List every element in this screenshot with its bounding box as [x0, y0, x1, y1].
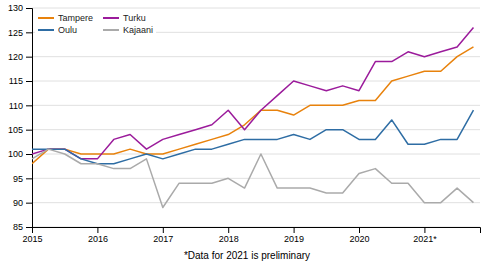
tick-label: 100 [8, 149, 23, 159]
tick-mark [26, 8, 32, 9]
tick-mark [294, 227, 295, 233]
tick: 2016 [88, 227, 108, 244]
footnote: *Data for 2021 is preliminary [184, 250, 310, 261]
tick: 2015 [22, 227, 42, 244]
tick-label: 2015 [22, 234, 42, 244]
tick-label: 2019 [284, 234, 304, 244]
tick: 2017 [153, 227, 173, 244]
tick-mark [26, 227, 32, 228]
tick-label: 120 [8, 52, 23, 62]
tick-label: 2016 [88, 234, 108, 244]
plot: 2015 2016 2017 2018 2019 2020 2021* 85 90 95 100 10… [8, 3, 481, 244]
legend-item: Kajaani [103, 25, 153, 35]
y-axis: 85 90 95 100 105 110 115 120 125 130 [8, 3, 33, 232]
tick: 2018 [219, 227, 239, 244]
tick: 130 [8, 3, 32, 13]
series-line [32, 110, 473, 164]
tick-mark [26, 81, 32, 82]
grid-line [32, 56, 480, 57]
legend-item: Tampere [38, 13, 93, 23]
tick-label: 115 [9, 76, 23, 86]
tick-label: 130 [8, 3, 23, 13]
legend-swatch [38, 29, 54, 31]
series-group [32, 27, 473, 207]
legend-item: Oulu [38, 25, 77, 35]
tick: 120 [8, 52, 32, 62]
tick-mark [163, 227, 164, 233]
tick-label: 2018 [219, 234, 239, 244]
tick-mark [97, 227, 98, 233]
legend-swatch [38, 17, 54, 19]
axis-line [26, 9, 33, 228]
tick: 115 [9, 76, 32, 86]
tick: 110 [9, 101, 32, 111]
axis-line [33, 228, 481, 234]
grid-line [32, 8, 480, 9]
tick-mark [359, 227, 360, 233]
tick-label: 95 [13, 174, 23, 184]
grid-line [32, 202, 480, 203]
tick-mark [26, 203, 32, 204]
legend-label: Turku [123, 13, 146, 23]
tick: 100 [8, 149, 32, 159]
series-line [32, 47, 473, 164]
x-axis: 2015 2016 2017 2018 2019 2020 2021* [22, 227, 480, 244]
tick-mark [26, 32, 32, 33]
grid-line [32, 81, 480, 82]
series-line [32, 149, 473, 207]
tick-mark [228, 227, 229, 233]
tick-label: 105 [8, 125, 23, 135]
legend-swatch [103, 17, 119, 19]
tick-label: 125 [8, 28, 23, 38]
tick-label: 2020 [349, 234, 369, 244]
tick-mark [26, 105, 32, 106]
tick-label: 2017 [153, 234, 173, 244]
tick-mark [26, 57, 32, 58]
tick: 2020 [349, 227, 369, 244]
tick: 90 [13, 198, 32, 208]
tick: 2019 [284, 227, 304, 244]
legend-item: Turku [103, 13, 146, 23]
legend-label: Tampere [58, 13, 93, 23]
grid [32, 8, 480, 227]
tick: 105 [8, 125, 32, 135]
legend: Tampere Turku Oulu Kajaani [35, 11, 156, 37]
grid-line [32, 105, 480, 106]
chart: 2015 2016 2017 2018 2019 2020 2021* 85 90 95 100 10… [0, 0, 494, 265]
legend-label: Kajaani [123, 25, 153, 35]
tick-mark [26, 154, 32, 155]
grid-line [32, 129, 480, 130]
tick-label: 85 [13, 222, 23, 232]
tick: 125 [8, 28, 32, 38]
tick-label: 2021* [413, 234, 437, 244]
tick-label: 110 [9, 101, 23, 111]
tick-mark [424, 227, 425, 233]
tick-label: 90 [13, 198, 23, 208]
tick-mark [26, 130, 32, 131]
legend-swatch [103, 29, 119, 31]
tick: 85 [13, 222, 32, 232]
grid-line [32, 178, 480, 179]
tick: 95 [13, 174, 32, 184]
legend-label: Oulu [58, 25, 77, 35]
tick: 2021* [413, 227, 437, 244]
legend-background [35, 11, 156, 37]
tick-mark [26, 178, 32, 179]
